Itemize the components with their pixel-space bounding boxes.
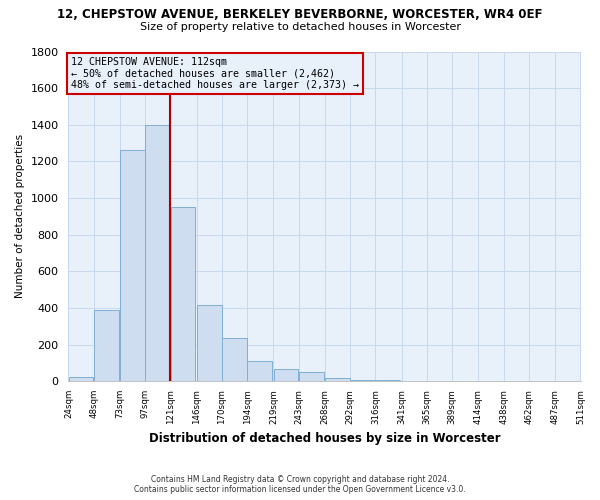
Bar (325, 378, 350, 381)
Bar (145, 125, 170, 381)
Bar (247, 361, 272, 381)
Bar (170, 207, 196, 381)
X-axis label: Distribution of detached houses by size in Worcester: Distribution of detached houses by size … (149, 432, 501, 445)
Bar (197, 305, 222, 381)
Bar (94, 310, 119, 381)
Bar (376, 380, 400, 381)
Text: 12 CHEPSTOW AVENUE: 112sqm
← 50% of detached houses are smaller (2,462)
48% of s: 12 CHEPSTOW AVENUE: 112sqm ← 50% of deta… (71, 57, 359, 90)
Bar (120, 150, 145, 381)
Bar (222, 338, 247, 381)
Bar (299, 372, 324, 381)
Bar (274, 369, 298, 381)
Text: 12, CHEPSTOW AVENUE, BERKELEY BEVERBORNE, WORCESTER, WR4 0EF: 12, CHEPSTOW AVENUE, BERKELEY BEVERBORNE… (57, 8, 543, 20)
Text: Size of property relative to detached houses in Worcester: Size of property relative to detached ho… (139, 22, 461, 32)
Text: Contains HM Land Registry data © Crown copyright and database right 2024.
Contai: Contains HM Land Registry data © Crown c… (134, 474, 466, 494)
Bar (350, 380, 375, 381)
Bar (68, 376, 94, 381)
Y-axis label: Number of detached properties: Number of detached properties (15, 134, 25, 298)
